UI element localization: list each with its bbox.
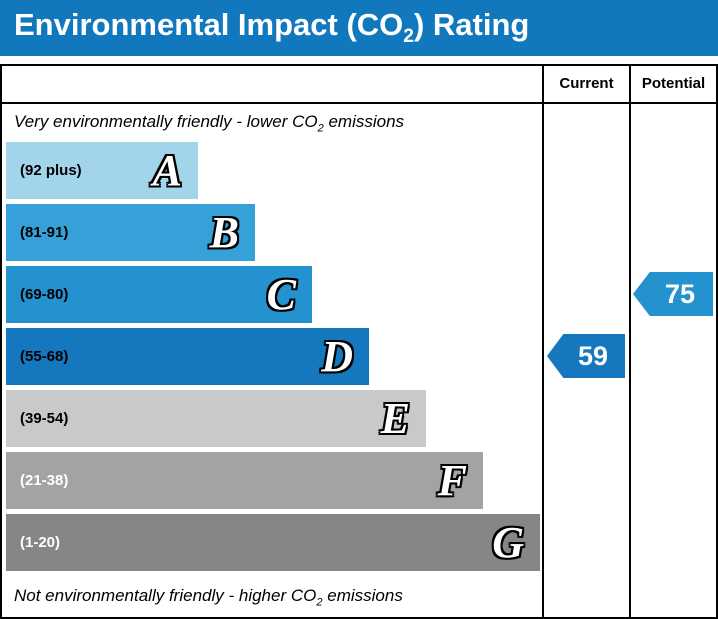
rating-bands: (92 plus) A (81-91) B (69-80) C (55-68)	[2, 142, 542, 576]
band-row-d: (55-68) D	[6, 328, 542, 390]
current-column-divider	[542, 66, 544, 617]
bottom-note: Not environmentally friendly - higher CO…	[14, 585, 403, 609]
current-arrow: 59	[547, 334, 625, 378]
band-e: (39-54) E	[6, 390, 426, 447]
band-e-range: (39-54)	[20, 410, 69, 427]
co2-subscript: 2	[316, 596, 323, 609]
band-c: (69-80) C	[6, 266, 312, 323]
potential-column-divider	[629, 66, 631, 617]
band-row-b: (81-91) B	[6, 204, 542, 266]
band-row-f: (21-38) F	[6, 452, 542, 514]
band-row-g: (1-20) G	[6, 514, 542, 576]
band-a: (92 plus) A	[6, 142, 198, 199]
column-header-row	[2, 66, 716, 104]
co2-subscript: 2	[317, 122, 324, 135]
band-b-letter: B	[209, 208, 239, 257]
potential-arrow: 75	[633, 272, 713, 316]
band-row-c: (69-80) C	[6, 266, 542, 328]
current-value: 59	[577, 340, 609, 371]
bands-region: Very environmentally friendly - lower CO…	[2, 104, 542, 618]
band-f-range: (21-38)	[20, 472, 69, 489]
current-column-header: Current	[559, 75, 614, 92]
band-d: (55-68) D	[6, 328, 369, 385]
band-f: (21-38) F	[6, 452, 483, 509]
title-subscript: 2	[403, 26, 414, 48]
page-title: Environmental Impact (CO2) Rating	[14, 7, 530, 48]
band-b: (81-91) B	[6, 204, 255, 261]
potential-column-header: Potential	[641, 75, 706, 92]
title-bar: Environmental Impact (CO2) Rating	[0, 0, 718, 56]
band-g: (1-20) G	[6, 514, 540, 571]
band-a-letter: A	[152, 146, 182, 195]
band-g-letter: G	[492, 518, 524, 567]
band-c-letter: C	[266, 270, 296, 319]
epc-co2-chart: Current Potential Very environmentally f…	[0, 64, 718, 619]
band-b-range: (81-91)	[20, 224, 69, 241]
potential-value: 75	[664, 278, 696, 309]
band-d-range: (55-68)	[20, 348, 69, 365]
top-note: Very environmentally friendly - lower CO…	[14, 111, 405, 135]
band-d-letter: D	[321, 332, 353, 381]
band-a-range: (92 plus)	[20, 162, 82, 179]
band-e-letter: E	[380, 394, 410, 443]
band-row-a: (92 plus) A	[6, 142, 542, 204]
band-f-letter: F	[437, 456, 467, 505]
band-g-range: (1-20)	[20, 534, 61, 551]
band-c-range: (69-80)	[20, 286, 69, 303]
band-row-e: (39-54) E	[6, 390, 542, 452]
